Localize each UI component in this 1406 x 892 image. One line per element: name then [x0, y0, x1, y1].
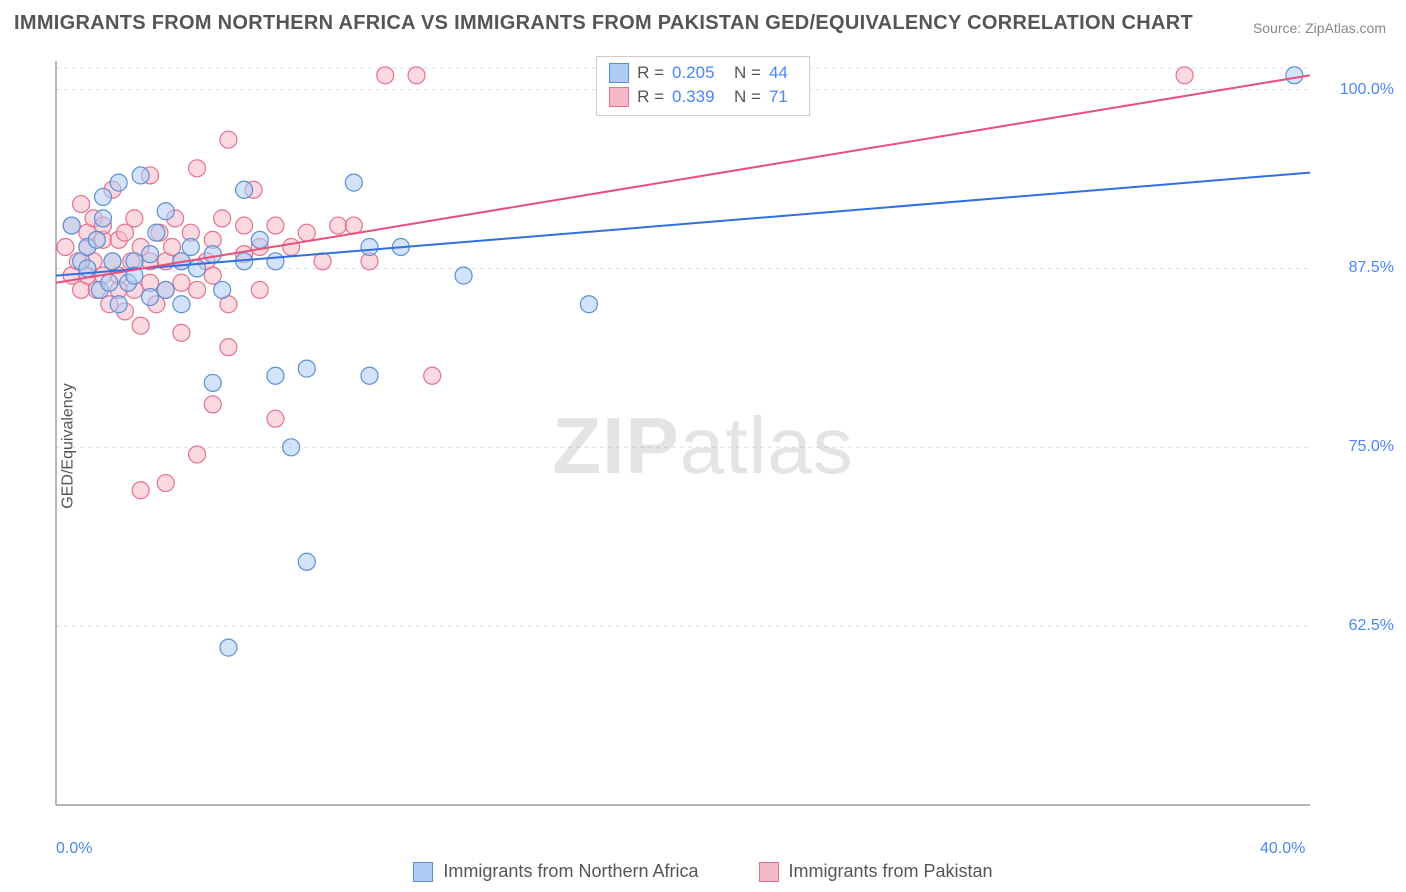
y-tick-label: 100.0% [1340, 81, 1394, 99]
legend-swatch [609, 63, 629, 83]
legend-series-label: Immigrants from Pakistan [789, 861, 993, 882]
source-prefix: Source: [1253, 20, 1305, 36]
y-tick-label: 75.0% [1349, 438, 1394, 456]
legend-series-item: Immigrants from Pakistan [759, 861, 993, 882]
stat-n-value: 44 [769, 61, 797, 85]
legend-stat-row: R = 0.205 N = 44 [609, 61, 797, 85]
legend-stat-row: R = 0.339 N = 71 [609, 85, 797, 109]
source-attribution: Source: ZipAtlas.com [1253, 20, 1386, 36]
stat-n-value: 71 [769, 85, 797, 109]
y-tick-label: 62.5% [1349, 617, 1394, 635]
series-legend: Immigrants from Northern Africa Immigrant… [0, 861, 1406, 882]
legend-swatch [609, 87, 629, 107]
chart-title: IMMIGRANTS FROM NORTHERN AFRICA VS IMMIG… [14, 12, 1193, 35]
legend-swatch [759, 862, 779, 882]
legend-series-item: Immigrants from Northern Africa [413, 861, 698, 882]
legend-swatch [413, 862, 433, 882]
stat-r-value: 0.205 [672, 61, 726, 85]
source-link[interactable]: ZipAtlas.com [1305, 20, 1386, 36]
y-tick-label: 87.5% [1349, 259, 1394, 277]
x-tick-label: 0.0% [56, 840, 92, 858]
stat-r-label: R = [637, 85, 664, 109]
stat-n-label: N = [734, 61, 761, 85]
scatter-plot [50, 55, 1390, 835]
legend-series-label: Immigrants from Northern Africa [443, 861, 698, 882]
x-tick-label: 40.0% [1260, 840, 1305, 858]
stat-n-label: N = [734, 85, 761, 109]
correlation-legend: R = 0.205 N = 44 R = 0.339 N = 71 [596, 56, 810, 116]
stat-r-value: 0.339 [672, 85, 726, 109]
stat-r-label: R = [637, 61, 664, 85]
